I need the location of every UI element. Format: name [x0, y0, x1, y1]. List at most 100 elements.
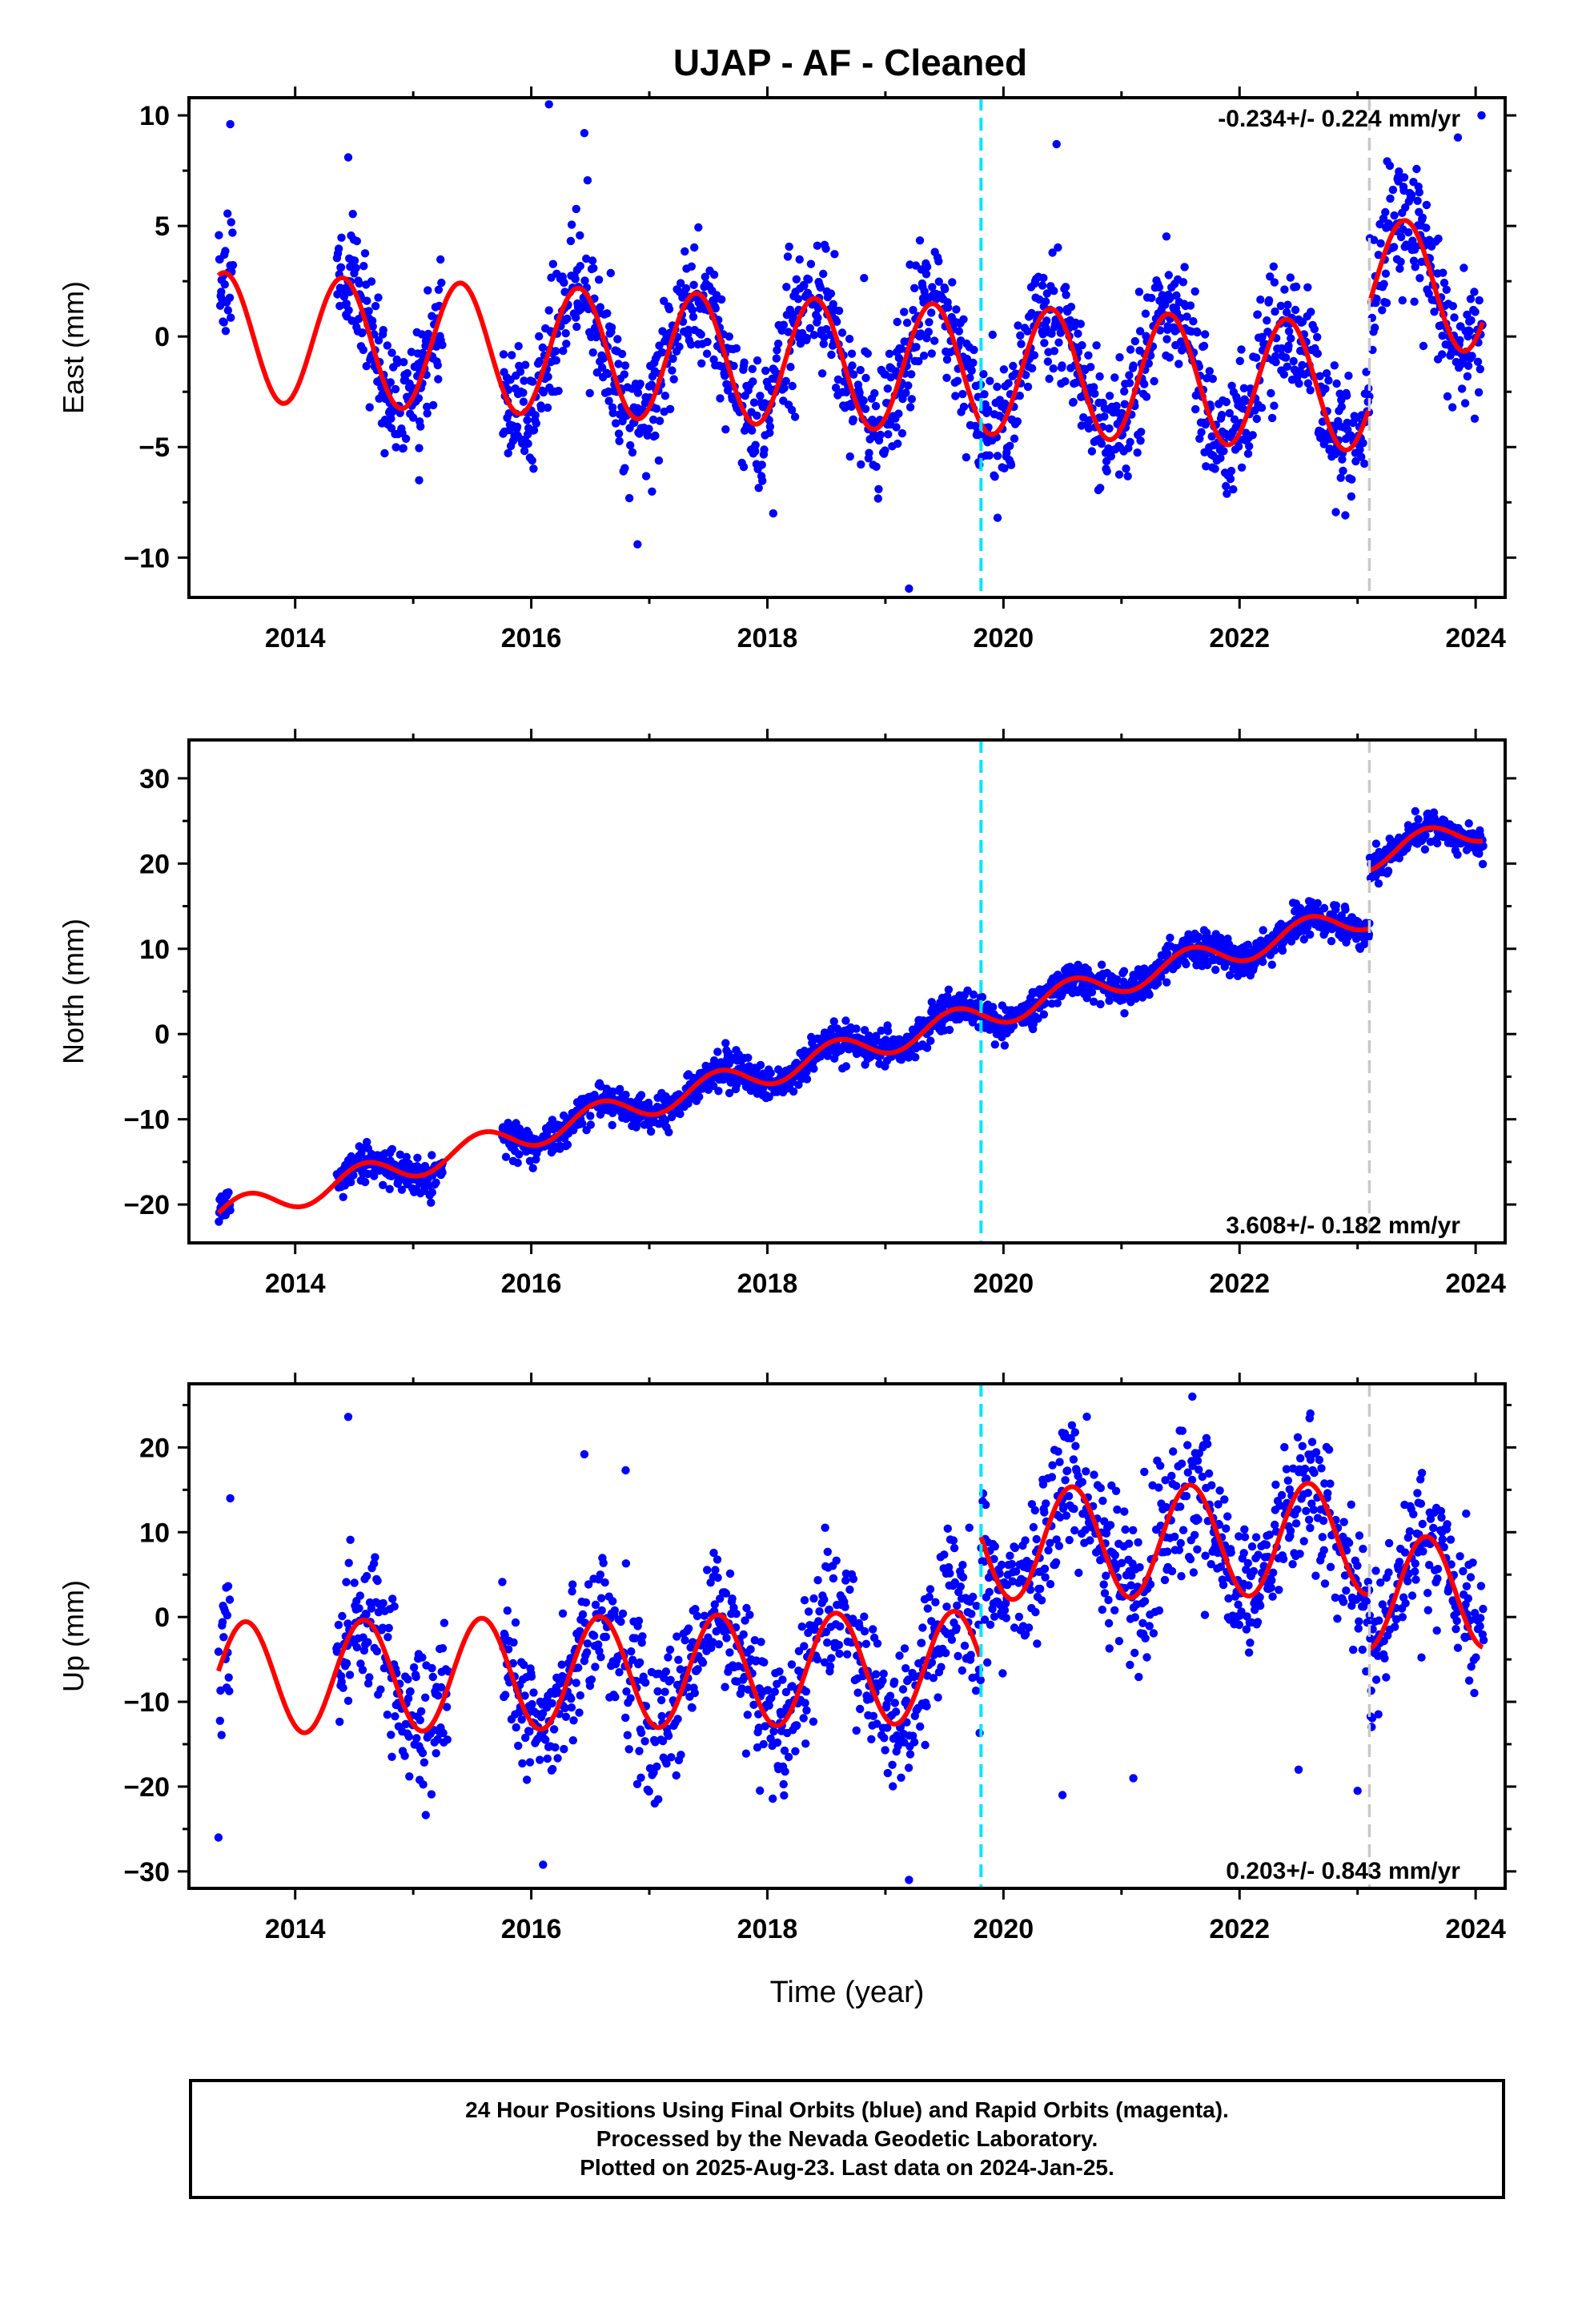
east-data-point	[773, 346, 781, 355]
north-data-point	[542, 1128, 552, 1137]
east-data-point	[1313, 332, 1322, 342]
north-data-point	[1113, 975, 1122, 984]
up-data-point	[665, 1645, 675, 1655]
up-data-point	[1014, 1612, 1024, 1622]
up-data-point	[627, 1647, 636, 1656]
up-data-point	[578, 1610, 588, 1619]
up-data-point	[793, 1721, 801, 1730]
east-data-point	[983, 405, 993, 414]
east-data-point	[1386, 194, 1395, 203]
east-data-point	[613, 335, 622, 344]
up-data-point	[583, 1639, 592, 1648]
east-data-point	[1105, 392, 1114, 400]
east-data-point	[819, 340, 828, 348]
north-data-point	[357, 1148, 366, 1158]
east-data-point	[1378, 306, 1387, 315]
east-data-point	[909, 306, 917, 315]
east-data-point	[386, 378, 395, 387]
east-data-point	[352, 236, 361, 246]
east-data-point	[697, 359, 706, 368]
up-data-point	[743, 1711, 752, 1719]
up-data-point	[947, 1635, 957, 1644]
east-x-tick-label: 2014	[265, 623, 326, 653]
east-data-point	[215, 231, 223, 239]
east-data-point	[561, 329, 570, 338]
east-data-point	[1000, 464, 1009, 472]
east-data-point	[359, 345, 367, 355]
north-data-point	[1267, 960, 1277, 969]
up-data-point	[904, 1763, 913, 1772]
east-data-point	[1379, 279, 1388, 288]
east-data-point	[434, 285, 444, 294]
north-data-point	[1097, 960, 1106, 969]
east-y-tick-label: 10	[139, 101, 170, 131]
up-data-point	[942, 1602, 951, 1611]
east-data-point	[1287, 334, 1295, 343]
north-data-point	[1433, 838, 1442, 848]
east-data-point	[423, 402, 432, 412]
east-data-point	[626, 440, 635, 450]
up-data-point	[725, 1648, 734, 1657]
east-data-point	[1388, 185, 1398, 195]
east-data-point	[608, 408, 617, 417]
north-data-point	[969, 990, 978, 999]
east-data-point	[1425, 235, 1434, 244]
east-data-point	[524, 439, 532, 448]
east-data-point	[1291, 282, 1301, 292]
east-data-point	[438, 340, 447, 349]
east-data-point	[694, 223, 703, 232]
north-data-point	[1203, 928, 1211, 938]
up-data-point	[378, 1623, 387, 1632]
east-data-point	[620, 361, 630, 370]
up-data-point	[1055, 1458, 1064, 1466]
east-data-point	[1434, 234, 1443, 243]
east-data-point	[917, 329, 926, 338]
up-data-point	[536, 1755, 544, 1764]
up-data-point	[937, 1663, 946, 1671]
east-data-point	[1010, 434, 1019, 443]
east-data-point	[702, 349, 712, 358]
north-data-point	[1089, 997, 1098, 1007]
east-data-point	[883, 384, 893, 393]
east-data-point	[1460, 399, 1470, 408]
east-data-point	[572, 204, 580, 214]
up-data-point	[845, 1585, 854, 1594]
east-data-point	[1357, 452, 1366, 461]
east-data-point	[643, 431, 652, 440]
east-data-point	[893, 439, 902, 448]
up-data-point	[356, 1659, 365, 1668]
up-data-point	[804, 1607, 813, 1616]
east-data-point	[571, 275, 580, 283]
up-data-points	[214, 1392, 1488, 1884]
up-data-point	[880, 1734, 889, 1743]
up-data-point	[1082, 1412, 1091, 1421]
east-data-point	[519, 397, 528, 406]
up-data-point	[889, 1677, 899, 1687]
up-data-point	[383, 1711, 391, 1719]
east-data-point	[1225, 408, 1235, 418]
east-data-point	[1015, 392, 1025, 400]
up-data-point	[976, 1675, 986, 1685]
up-data-point	[1042, 1499, 1050, 1508]
up-data-point	[387, 1752, 396, 1761]
up-data-point	[677, 1751, 685, 1759]
up-data-point	[797, 1622, 806, 1631]
up-data-point	[363, 1638, 372, 1647]
east-outlier-point	[633, 540, 642, 549]
up-data-point	[406, 1687, 415, 1696]
east-data-point	[915, 236, 925, 245]
up-data-point	[509, 1638, 518, 1647]
east-data-point	[1335, 389, 1344, 398]
east-data-point	[1040, 339, 1049, 348]
east-data-point	[1237, 345, 1246, 354]
up-data-point	[624, 1745, 633, 1754]
east-data-point	[423, 409, 432, 418]
up-data-point	[1110, 1606, 1119, 1615]
east-data-point	[1279, 370, 1289, 379]
up-data-point	[897, 1773, 905, 1782]
up-data-point	[732, 1610, 741, 1618]
up-data-point	[1036, 1584, 1045, 1594]
east-data-point	[1341, 511, 1350, 520]
up-data-point	[334, 1620, 343, 1630]
